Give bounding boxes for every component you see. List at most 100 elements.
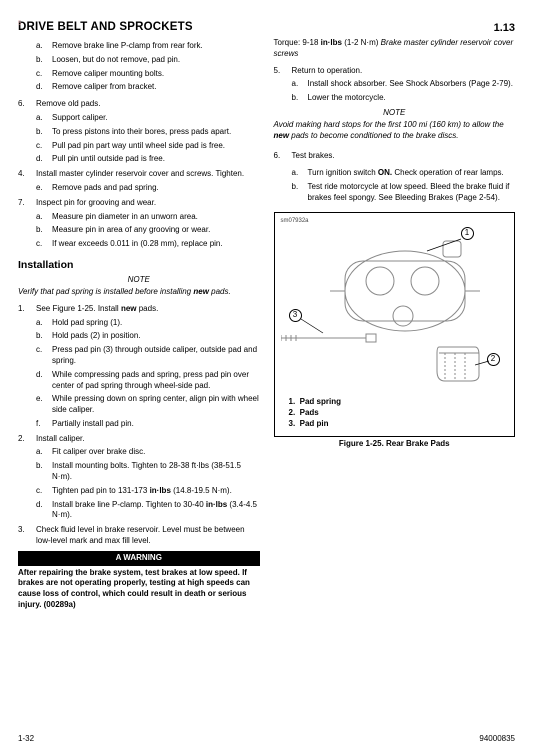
step-6: 6. Remove old pads. a.Support caliper. b… [18, 99, 260, 165]
warning-banner: A WARNING [18, 551, 260, 566]
text: Hold pads (2) in position. [52, 331, 141, 340]
right-column: Torque: 9-18 in·lbs (1-2 N·m) Brake mast… [274, 38, 516, 617]
page-header: 5 DRIVE BELT AND SPROCKETS 1.13 [18, 20, 515, 34]
leader-line-icon [425, 235, 463, 253]
right-step-5: 5. Return to operation. a.Install shock … [274, 66, 516, 104]
list-item: 6. Remove old pads. a.Support caliper. b… [18, 99, 260, 165]
step-number: 5. [274, 66, 281, 77]
list-item: b.To press pistons into their bores, pre… [36, 127, 260, 138]
list-item: e.Remove pads and pad spring. [36, 183, 260, 194]
list-item: d.Remove caliper from bracket. [36, 82, 260, 93]
list-item: e.While pressing down on spring center, … [36, 394, 260, 416]
list-item: 4. Install master cylinder reservoir cov… [18, 169, 260, 194]
alpha-list: a.Support caliper. b.To press pistons in… [36, 113, 260, 165]
step-number: 6. [18, 99, 25, 110]
text: Partially install pad pin. [52, 419, 134, 428]
list-item: f.Partially install pad pin. [36, 419, 260, 430]
leader-line-icon [301, 317, 325, 335]
list-item: b.Hold pads (2) in position. [36, 331, 260, 342]
footer-right: 94000835 [479, 734, 515, 745]
initial-alpha-list: a.Remove brake line P-clamp from rear fo… [18, 41, 260, 93]
install-step-3: 3. Check fluid level in brake reservoir.… [18, 525, 260, 547]
text: Tighten pad pin to 131-173 in·lbs (14.8-… [52, 486, 232, 495]
list-item: b.Loosen, but do not remove, pad pin. [36, 55, 260, 66]
text: If wear exceeds 0.011 in (0.28 mm), repl… [52, 239, 223, 248]
list-item: c.Remove caliper mounting bolts. [36, 69, 260, 80]
text: Remove pads and pad spring. [52, 183, 159, 192]
text: Pull pin until outside pad is free. [52, 154, 165, 163]
list-item: c.Press pad pin (3) through outside cali… [36, 345, 260, 367]
alpha-list: a.Fit caliper over brake disc. b.Install… [36, 447, 260, 521]
alpha-list: a.Install shock absorber. See Shock Abso… [292, 79, 516, 104]
list-item: c.If wear exceeds 0.011 in (0.28 mm), re… [36, 239, 260, 250]
list-item: c.Pull pad pin part way until wheel side… [36, 141, 260, 152]
alpha-list: a.Measure pin diameter in an unworn area… [36, 212, 260, 250]
text: Install shock absorber. See Shock Absorb… [308, 79, 513, 88]
footer-left: 1-32 [18, 734, 34, 745]
installation-heading: Installation [18, 258, 260, 272]
step-4-flat: 4. Install master cylinder reservoir cov… [18, 169, 260, 194]
list-item: 5. Return to operation. a.Install shock … [274, 66, 516, 104]
step-text: Check fluid level in brake reservoir. Le… [36, 525, 245, 545]
key-row: 3. Pad pin [289, 419, 341, 430]
text: While pressing down on spring center, al… [52, 394, 259, 414]
step-text: Install master cylinder reservoir cover … [36, 169, 244, 178]
text: Remove caliper mounting bolts. [52, 69, 164, 78]
step-number: 7. [18, 198, 25, 209]
list-item: a.Hold pad spring (1). [36, 318, 260, 329]
text: While compressing pads and spring, press… [52, 370, 249, 390]
text: To press pistons into their bores, press… [52, 127, 231, 136]
text: Lower the motorcycle. [308, 93, 386, 102]
text: Install brake line P-clamp. Tighten to 3… [52, 500, 257, 520]
note-label: NOTE [18, 275, 260, 286]
step-text: Inspect pin for grooving and wear. [36, 198, 156, 207]
page-title: DRIVE BELT AND SPROCKETS [18, 21, 193, 33]
text: Pull pad pin part way until wheel side p… [52, 141, 225, 150]
torque-spec: Torque: 9-18 in·lbs (1-2 N·m) Brake mast… [274, 38, 516, 60]
step-text: Remove old pads. [36, 99, 100, 108]
note-text: Avoid making hard stops for the first 10… [274, 120, 516, 142]
text: Hold pad spring (1). [52, 318, 122, 327]
page-footer: 1-32 94000835 [18, 734, 515, 745]
install-step-1: 1. See Figure 1-25. Install new pads. a.… [18, 304, 260, 430]
list-item: d.Install brake line P-clamp. Tighten to… [36, 500, 260, 522]
note-label: NOTE [274, 108, 516, 119]
key-row: 2. Pads [289, 408, 341, 419]
right-step-6: 6. Test brakes. a.Turn ignition switch O… [274, 151, 516, 203]
figure-id: sm07932a [281, 217, 309, 225]
step-number: 6. [274, 151, 281, 162]
step-text: Install caliper. [36, 434, 84, 443]
text: Press pad pin (3) through outside calipe… [52, 345, 257, 365]
figure-key: 1. Pad spring 2. Pads 3. Pad pin [289, 397, 341, 429]
text: Fit caliper over brake disc. [52, 447, 145, 456]
list-item: b.Measure pin in area of any grooving or… [36, 225, 260, 236]
header-tiny: 5 [18, 20, 21, 28]
alpha-list: e.Remove pads and pad spring. [36, 183, 260, 194]
list-item: c.Tighten pad pin to 131-173 in·lbs (14.… [36, 486, 260, 497]
text: Measure pin diameter in an unworn area. [52, 212, 198, 221]
list-item: 7. Inspect pin for grooving and wear. a.… [18, 198, 260, 250]
text: Remove caliper from bracket. [52, 82, 156, 91]
pad-pin-icon [281, 333, 381, 343]
list-item: b.Install mounting bolts. Tighten to 28-… [36, 461, 260, 483]
step-number: 2. [18, 434, 25, 445]
figure-caption: Figure 1-25. Rear Brake Pads [274, 439, 516, 450]
step-text: Return to operation. [292, 66, 363, 75]
list-item: 2. Install caliper. a.Fit caliper over b… [18, 434, 260, 522]
leader-line-icon [475, 357, 491, 367]
figure-box: sm07932a [274, 212, 516, 437]
two-column-layout: a.Remove brake line P-clamp from rear fo… [18, 38, 515, 617]
key-row: 1. Pad spring [289, 397, 341, 408]
list-item: 3. Check fluid level in brake reservoir.… [18, 525, 260, 547]
text: Turn ignition switch ON. Check operation… [308, 168, 504, 177]
list-item: a.Fit caliper over brake disc. [36, 447, 260, 458]
note-text: Verify that pad spring is installed befo… [18, 287, 260, 298]
list-item: d.While compressing pads and spring, pre… [36, 370, 260, 392]
text: Test ride motorcycle at low speed. Bleed… [308, 182, 510, 202]
step-text: See Figure 1-25. Install new pads. [36, 304, 158, 313]
alpha-list: a.Turn ignition switch ON. Check operati… [292, 168, 516, 203]
step-7: 7. Inspect pin for grooving and wear. a.… [18, 198, 260, 250]
step-text: Test brakes. [292, 151, 335, 160]
list-item: b.Test ride motorcycle at low speed. Ble… [292, 182, 516, 204]
list-item: a.Support caliper. [36, 113, 260, 124]
